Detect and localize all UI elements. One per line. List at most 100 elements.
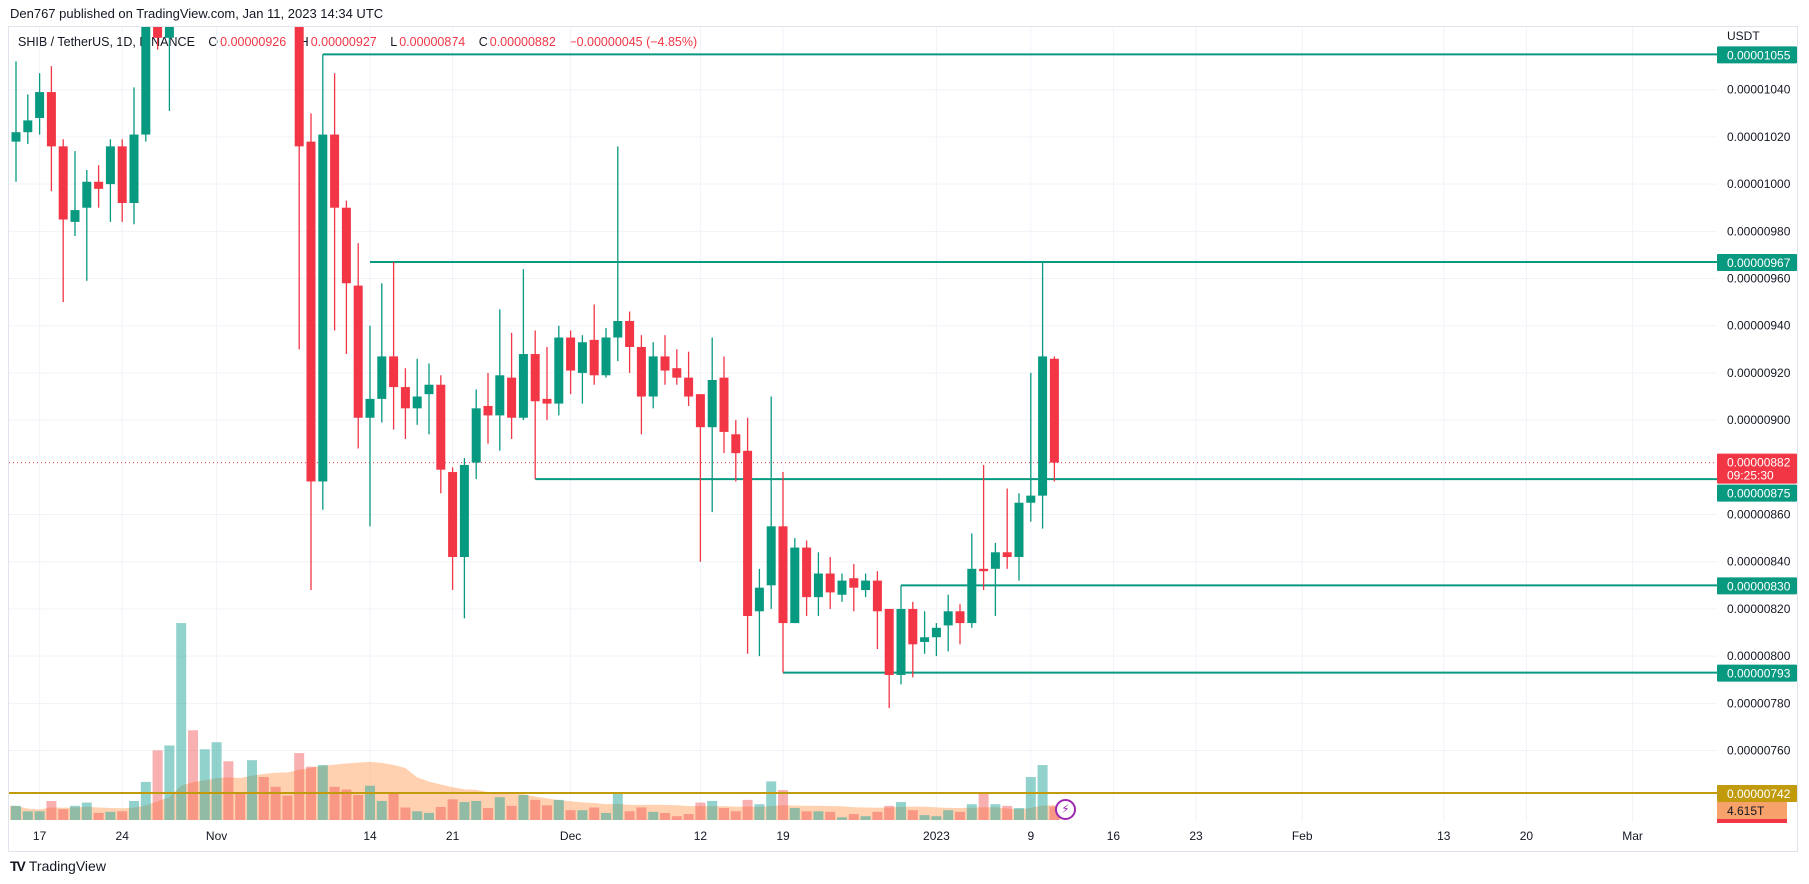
price-tick-label: 0.00000780 (1727, 696, 1791, 710)
price-axis[interactable]: 0.00001040 0.00001020 0.00001000 0.00000980… (1717, 46, 1797, 823)
published-info: Den767 published on TradingView.com, Jan… (10, 6, 384, 21)
candle-body (778, 526, 788, 624)
volume-bar (660, 812, 670, 820)
price-tick-label: 0.00000960 (1727, 272, 1791, 286)
time-tick-label: 24 (116, 829, 130, 843)
volume-bar (719, 808, 729, 820)
time-tick-label: 19 (776, 829, 790, 843)
volume-ma-label-box (1717, 802, 1787, 819)
volume-bar (1049, 806, 1060, 820)
candle-body (507, 377, 517, 418)
candle-body (577, 342, 587, 373)
volume-bar (365, 785, 375, 820)
candle-body (790, 547, 800, 624)
candle-body (979, 568, 989, 572)
candle-body (884, 608, 894, 675)
currency-label: USDT (1727, 29, 1760, 43)
candle-body (955, 611, 965, 624)
candle-body (448, 472, 458, 557)
volume-bar (1002, 805, 1013, 820)
volume-pane (10, 623, 1061, 820)
volume-bar (766, 781, 777, 820)
price-tick-label: 0.00000940 (1727, 319, 1791, 333)
volume-bar (117, 811, 128, 820)
volume-bar (589, 807, 600, 820)
price-tick-label: 0.00001020 (1727, 130, 1791, 144)
lightning-icon[interactable]: ⚡︎ (1055, 799, 1076, 820)
candle-body (672, 368, 682, 378)
volume-bar (376, 800, 387, 820)
volume-bar (896, 802, 906, 820)
volume-bar (400, 807, 411, 820)
candle-body (849, 578, 859, 588)
volume-ma-label: 4.615T (1727, 804, 1765, 818)
symbol-legend: SHIB / TetherUS, 1D, BINANCE O 0.00000926… (18, 35, 699, 49)
candle-body (1049, 358, 1059, 463)
candle-body (684, 377, 694, 397)
candle-body (931, 627, 941, 638)
level-lines (9, 53, 1717, 794)
price-tick-label: 0.00000800 (1727, 649, 1791, 663)
volume-bar (199, 749, 210, 820)
volume-bar (329, 786, 340, 820)
level-price-label-box (1717, 664, 1797, 682)
candle-body (861, 580, 871, 591)
volume-bar (353, 794, 364, 820)
volume-bar (612, 792, 623, 820)
symbol-title[interactable]: SHIB / TetherUS, 1D, BINANCE (18, 35, 195, 49)
volume-bar (624, 811, 635, 820)
close-label: C (478, 35, 488, 49)
volume-bar (435, 806, 446, 820)
candle-body (177, 0, 186, 7)
volume-bar (211, 742, 222, 820)
volume-bar (34, 811, 45, 820)
change-value: −0.00000045 (−4.85%) (569, 35, 698, 49)
volume-bar (93, 812, 104, 820)
candle-body (412, 396, 422, 409)
candle-body (400, 387, 410, 409)
candle-body (46, 92, 56, 147)
high-label: H (299, 35, 309, 49)
volume-bar (789, 808, 800, 820)
volume-bar (565, 810, 576, 820)
price-tick-label: 0.00001040 (1727, 83, 1791, 97)
candle-body (11, 132, 21, 142)
candle-body (554, 337, 564, 404)
volume-bar (943, 810, 954, 820)
candle-body (896, 608, 906, 675)
volume-bar (424, 812, 434, 820)
volume-bar (105, 811, 116, 820)
candle-body (23, 120, 33, 133)
price-tick-label: 0.00001000 (1727, 177, 1791, 191)
candle-body (601, 337, 611, 376)
volume-bar (471, 800, 482, 820)
candle-body (648, 356, 658, 397)
volume-bar (412, 811, 423, 820)
last-price-label: 0.00000882 (1727, 456, 1791, 470)
volume-bar (730, 811, 741, 820)
tradingview-logo[interactable]: TV TradingView (10, 858, 106, 874)
volume-ma-area (10, 761, 1061, 820)
candle-body (353, 285, 363, 418)
candle-body (731, 434, 741, 454)
time-axis[interactable]: 17 24 Nov 14 21 Dec 12 19 2023 9 16 23 Feb 13 20 Mar (33, 829, 1643, 843)
time-tick-label: 16 (1107, 829, 1121, 843)
time-tick-label: 23 (1189, 829, 1203, 843)
open-label: O (208, 35, 219, 49)
candle-body (990, 552, 1000, 569)
brand-name: TradingView (28, 858, 106, 874)
time-tick-label: Feb (1292, 829, 1313, 843)
candle-body (105, 146, 115, 185)
low-value: 0.00000874 (399, 35, 466, 49)
candle-body (872, 580, 882, 612)
volume-bar (282, 795, 293, 820)
candle-body (625, 321, 635, 347)
gold-level-label: 0.00000742 (1727, 787, 1791, 801)
candle-body (389, 356, 399, 388)
volume-bar (483, 808, 493, 820)
candle-body (141, 27, 151, 135)
candle-body (943, 611, 953, 626)
candle-body (82, 181, 92, 208)
volume-bar (341, 789, 352, 820)
